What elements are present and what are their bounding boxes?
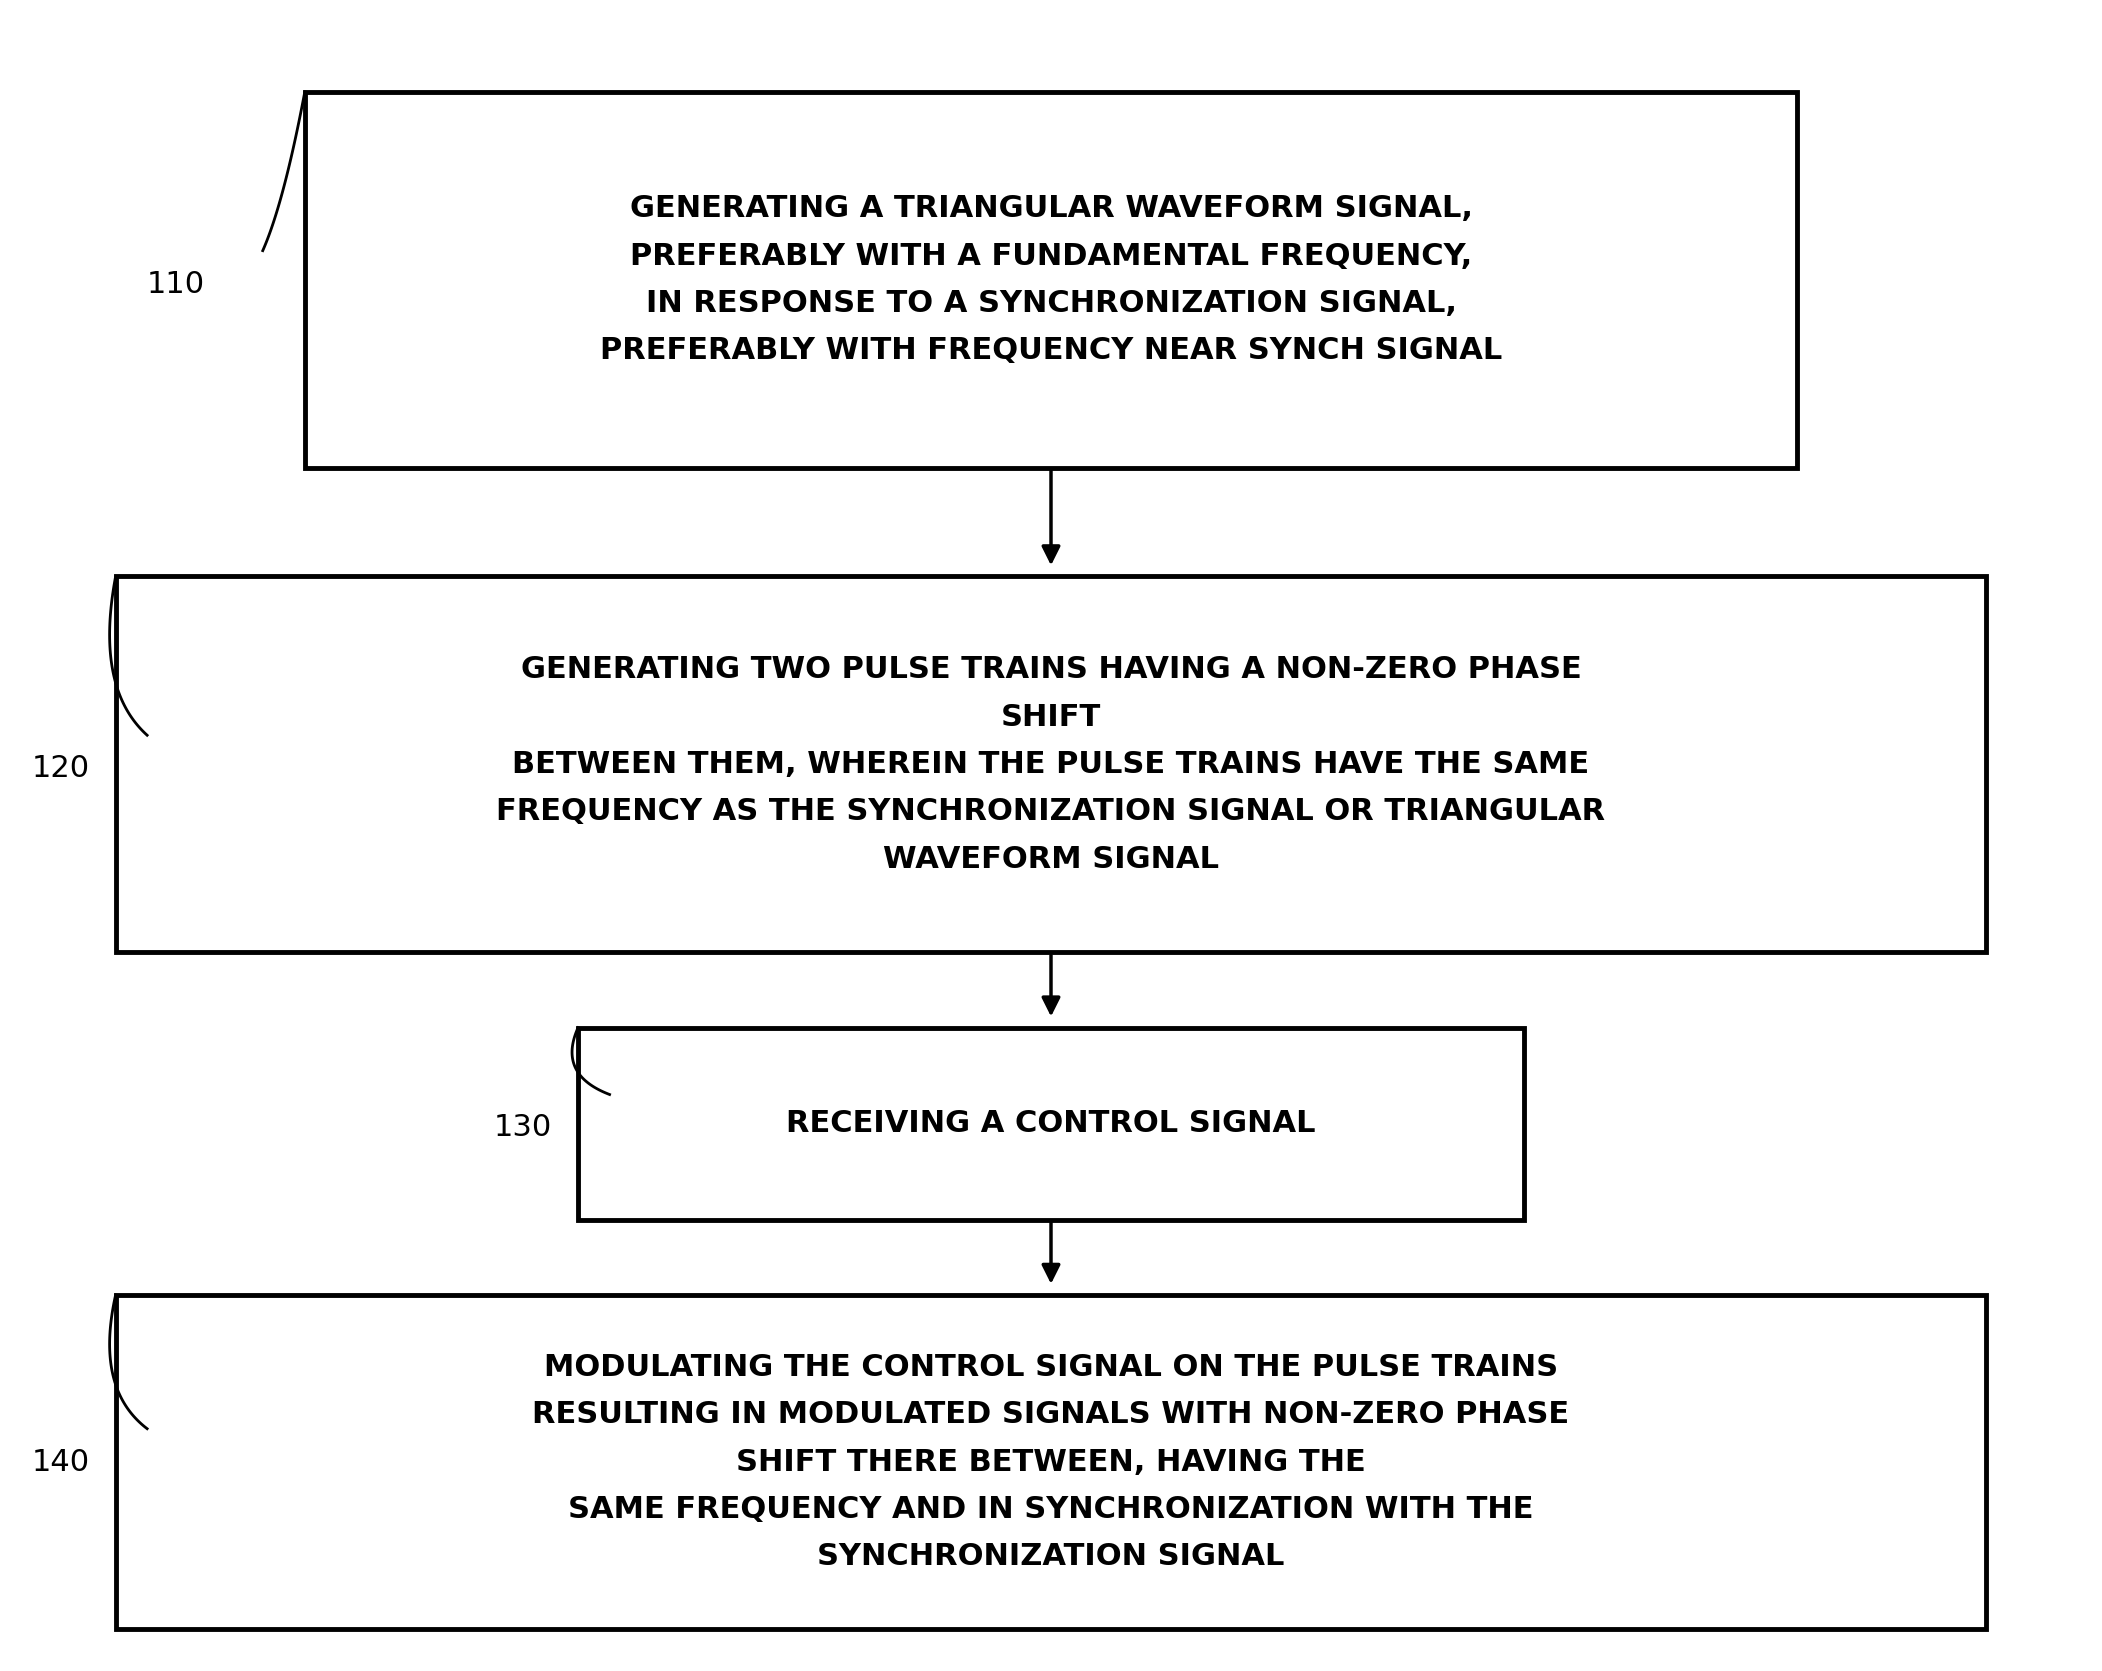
Text: 110: 110 [147, 269, 206, 299]
Text: 140: 140 [32, 1447, 90, 1477]
Text: MODULATING THE CONTROL SIGNAL ON THE PULSE TRAINS
RESULTING IN MODULATED SIGNALS: MODULATING THE CONTROL SIGNAL ON THE PUL… [532, 1354, 1570, 1571]
FancyBboxPatch shape [305, 92, 1797, 468]
Text: RECEIVING A CONTROL SIGNAL: RECEIVING A CONTROL SIGNAL [786, 1110, 1316, 1138]
Text: 120: 120 [32, 754, 90, 784]
Text: GENERATING TWO PULSE TRAINS HAVING A NON-ZERO PHASE
SHIFT
BETWEEN THEM, WHEREIN : GENERATING TWO PULSE TRAINS HAVING A NON… [496, 655, 1606, 874]
Text: 130: 130 [494, 1113, 553, 1143]
FancyBboxPatch shape [116, 1295, 1986, 1629]
FancyBboxPatch shape [116, 576, 1986, 952]
Text: GENERATING A TRIANGULAR WAVEFORM SIGNAL,
PREFERABLY WITH A FUNDAMENTAL FREQUENCY: GENERATING A TRIANGULAR WAVEFORM SIGNAL,… [599, 194, 1503, 366]
FancyBboxPatch shape [578, 1028, 1524, 1220]
